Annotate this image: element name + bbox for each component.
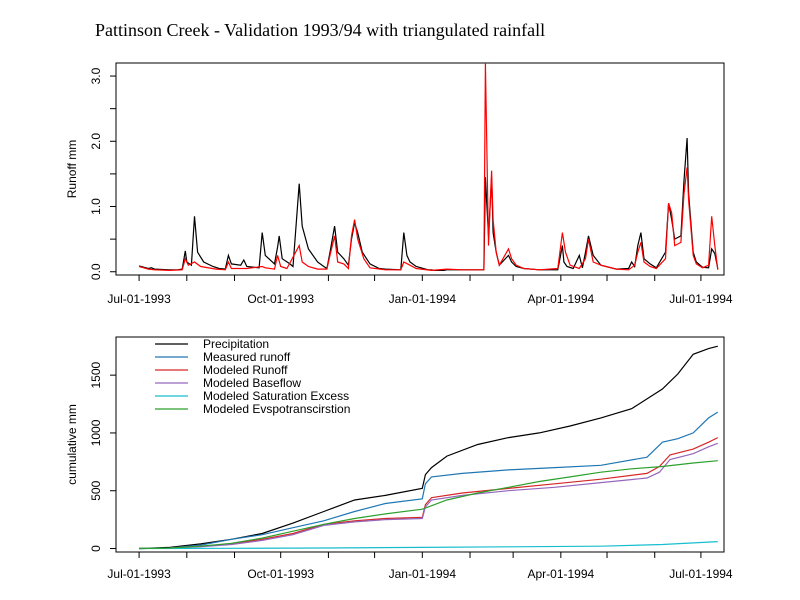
- runoff-panel: 0.0 1.0 2.0 3.0 Jul-01-1993 Oct-01-1993 Jan-01…: [65, 62, 733, 306]
- y-axis-label: Runoff mm: [65, 140, 79, 198]
- plot-frame: [115, 336, 725, 553]
- x-tick-label: Jan-01-1994: [389, 292, 457, 306]
- y-tick-label: 500: [89, 480, 103, 500]
- y-tick-label: 3.0: [89, 67, 103, 84]
- x-tick-label: Apr-01-1994: [527, 292, 594, 306]
- series-line-modeled-saturation-excess: [139, 541, 718, 550]
- y-tick-label: 1000: [89, 419, 103, 446]
- cumulative-panel: 0 500 1000 1500 Jul-01-1993 Oct-01-1993 Jan-01…: [65, 336, 733, 581]
- x-tick-label: Jul-01-1994: [669, 567, 733, 581]
- x-tick-label: Jan-01-1994: [389, 567, 457, 581]
- series-line-precipitation: [139, 345, 718, 550]
- series-line-modeled-runoff: [139, 437, 719, 550]
- y-tick-label: 0.0: [89, 263, 103, 280]
- series-line-measured-runoff: [139, 411, 719, 550]
- x-tick-label: Oct-01-1993: [247, 567, 314, 581]
- legend-label: Modeled Runoff: [203, 363, 288, 377]
- y-tick-label: 1.0: [89, 198, 103, 215]
- legend-label: Measured runoff: [203, 350, 291, 364]
- y-tick-label: 1500: [89, 361, 103, 388]
- x-tick-label: Jul-01-1993: [107, 292, 171, 306]
- legend-label: Modeled Evspotranscirstion: [203, 402, 350, 416]
- x-tick-label: Jul-01-1993: [107, 567, 171, 581]
- plot-frame: [115, 62, 725, 276]
- y-tick-label: 0: [89, 545, 103, 552]
- legend-label: Modeled Saturation Excess: [203, 389, 349, 403]
- chart-title: Pattinson Creek - Validation 1993/94 wit…: [95, 20, 546, 40]
- x-tick-label: Jul-01-1994: [669, 292, 733, 306]
- series-line-modeled-evapotranspiration: [139, 460, 718, 550]
- series-line-modeled-runoff: [138, 62, 719, 272]
- y-axis-label: cumulative mm: [65, 404, 79, 485]
- series-line-modeled-baseflow: [139, 442, 719, 550]
- x-tick-label: Oct-01-1993: [247, 292, 314, 306]
- y-tick-label: 2.0: [89, 133, 103, 150]
- legend-label: Precipitation: [203, 337, 269, 351]
- series-line-measured-runoff: [138, 137, 719, 271]
- x-tick-label: Apr-01-1994: [527, 567, 594, 581]
- legend-label: Modeled Baseflow: [203, 376, 301, 390]
